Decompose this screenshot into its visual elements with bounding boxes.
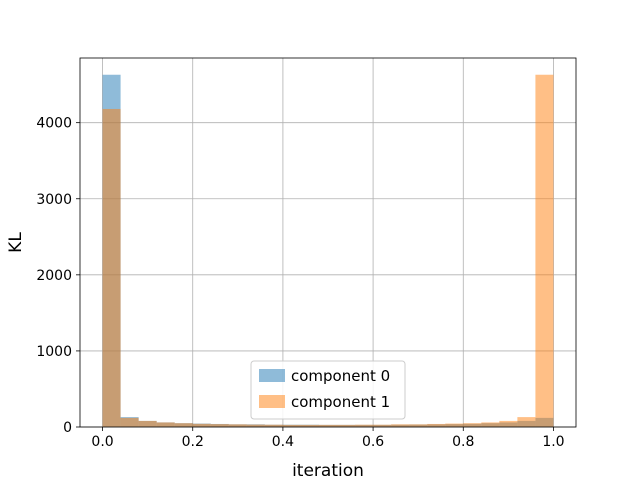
legend-box bbox=[250, 360, 406, 420]
x-tick-label: 1.0 bbox=[542, 434, 564, 450]
histogram-bar bbox=[463, 423, 482, 427]
y-axis-label: KL bbox=[6, 232, 26, 253]
histogram-bar bbox=[264, 424, 283, 427]
histogram-bar bbox=[300, 424, 319, 427]
y-tick-label: 2000 bbox=[36, 268, 72, 284]
histogram-bar bbox=[102, 108, 121, 428]
histogram-bar bbox=[192, 423, 211, 427]
x-axis-label: iteration bbox=[292, 461, 364, 480]
x-tick-label: 0.8 bbox=[452, 434, 474, 450]
histogram-bar bbox=[282, 424, 301, 427]
y-tick-label: 4000 bbox=[36, 116, 72, 132]
legend-label: component 1 bbox=[291, 393, 390, 411]
plot-frame bbox=[79, 57, 577, 428]
histogram-bar bbox=[391, 424, 410, 427]
histogram-bar bbox=[499, 420, 518, 427]
histogram-bar bbox=[246, 424, 265, 427]
histogram-bar bbox=[337, 424, 356, 427]
histogram-bar bbox=[427, 423, 446, 427]
histogram-bar bbox=[120, 417, 139, 427]
legend: component 0 component 1 bbox=[250, 360, 406, 420]
x-tick-label: 0.4 bbox=[272, 434, 294, 450]
histogram-bar bbox=[174, 423, 193, 427]
histogram-bar bbox=[355, 424, 374, 427]
histogram-bar bbox=[409, 424, 428, 427]
histogram-bar bbox=[138, 420, 157, 427]
y-axis-ticks: 0 1000 2000 3000 4000 bbox=[36, 116, 80, 436]
x-tick-label: 0.2 bbox=[182, 434, 204, 450]
legend-swatch bbox=[259, 395, 285, 408]
series-1-bars bbox=[102, 74, 554, 428]
histogram-bar bbox=[481, 422, 500, 427]
x-axis-ticks: 0.0 0.2 0.4 0.6 0.8 1.0 bbox=[91, 427, 565, 450]
histogram-bar bbox=[318, 424, 338, 427]
histogram-bar bbox=[535, 74, 554, 427]
y-tick-label: 3000 bbox=[36, 192, 72, 208]
histogram-bars bbox=[102, 74, 554, 428]
x-tick-label: 0.0 bbox=[91, 434, 113, 450]
legend-label: component 0 bbox=[291, 367, 390, 385]
y-tick-label: 0 bbox=[63, 420, 72, 436]
histogram-bar bbox=[517, 417, 536, 427]
histogram-bar bbox=[228, 424, 247, 427]
histogram-bar bbox=[210, 424, 229, 427]
legend-swatch bbox=[259, 369, 285, 382]
histogram-bar bbox=[156, 422, 175, 427]
histogram-bar bbox=[373, 424, 392, 427]
x-tick-label: 0.6 bbox=[362, 434, 384, 450]
y-tick-label: 1000 bbox=[36, 344, 72, 360]
histogram-bar bbox=[445, 423, 464, 427]
